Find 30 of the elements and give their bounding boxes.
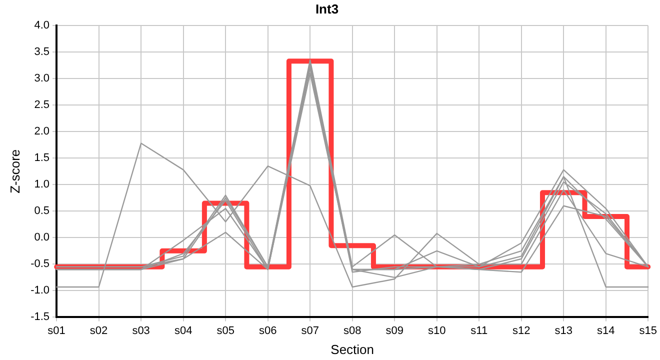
- x-tick-label: s12: [512, 324, 530, 337]
- x-tick-label: s02: [90, 324, 108, 337]
- chart-title: Int3: [315, 1, 339, 16]
- y-tick-label: 2.5: [34, 99, 50, 112]
- x-tick-label: s06: [258, 324, 277, 337]
- x-tick-label: s07: [301, 324, 319, 337]
- x-tick-label: s13: [554, 324, 572, 337]
- x-tick-label: s15: [639, 324, 658, 337]
- y-tick-label: 3.0: [34, 72, 50, 85]
- y-axis-title: Z-score: [7, 149, 22, 194]
- y-tick-label: 1.5: [34, 152, 50, 164]
- x-tick-label: s11: [470, 324, 488, 337]
- x-tick-label: s08: [343, 324, 362, 337]
- x-axis-title: Section: [330, 342, 374, 357]
- y-tick-label: 0.5: [34, 205, 50, 218]
- x-tick-label: s03: [132, 324, 150, 337]
- x-tick-label: s10: [428, 324, 446, 337]
- y-tick-label: -1.5: [30, 311, 50, 324]
- y-tick-label: -0.5: [30, 258, 50, 270]
- y-tick-label: 4.0: [34, 20, 50, 32]
- y-tick-label: 3.5: [34, 46, 50, 58]
- x-tick-label: s04: [174, 324, 192, 337]
- x-tick-label: s09: [386, 324, 404, 337]
- y-tick-label: 1.0: [34, 178, 50, 191]
- x-tick-label: s14: [597, 324, 615, 337]
- y-tick-label: 0.0: [34, 232, 50, 244]
- x-tick-label: s05: [216, 324, 234, 337]
- y-tick-label: -1.0: [30, 284, 50, 297]
- x-tick-label: s01: [48, 324, 66, 337]
- y-tick-label: 2.0: [34, 126, 50, 138]
